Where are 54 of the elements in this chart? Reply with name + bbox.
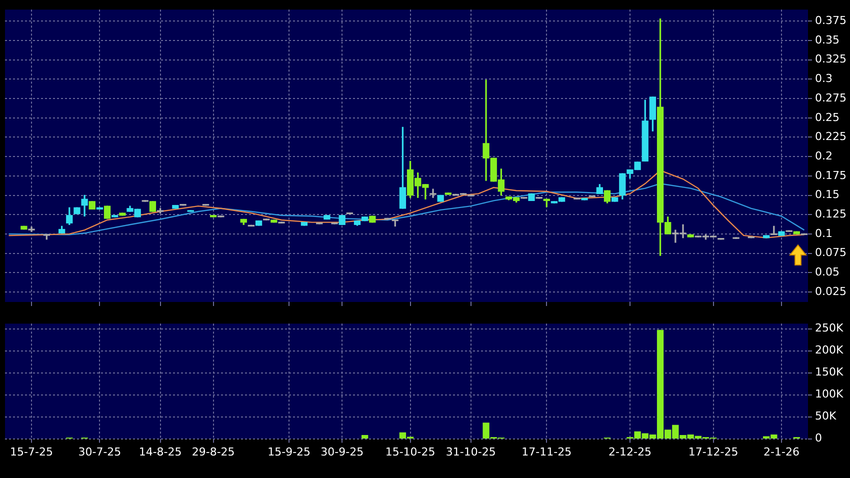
- candlestick: [172, 204, 179, 209]
- y-tick-label: 0.35: [815, 33, 840, 46]
- x-tick-label: 30-9-25: [320, 445, 364, 458]
- x-tick-label: 17-11-25: [522, 445, 572, 458]
- candlestick: [149, 201, 156, 212]
- y-tick-label: 150K: [815, 366, 844, 379]
- x-tick-label: 2-1-26: [764, 445, 800, 458]
- x-tick-label: 14-8-25: [138, 445, 182, 458]
- y-tick-label: 0.325: [815, 52, 846, 66]
- x-tick-label: 17-12-25: [688, 445, 738, 458]
- candlestick: [324, 215, 330, 220]
- candlestick: [338, 215, 346, 225]
- x-tick-label: 30-7-25: [78, 445, 122, 458]
- candlestick: [74, 207, 80, 214]
- candlestick: [430, 188, 436, 198]
- candlestick: [611, 197, 618, 202]
- y-tick-label: 0.15: [815, 188, 840, 202]
- y-tick-label: 0.125: [815, 207, 846, 220]
- y-tick-label: 0.025: [815, 284, 846, 298]
- y-tick-label: 0.2: [815, 149, 832, 162]
- y-tick-label: 0.3: [815, 72, 832, 86]
- y-tick-label: 50K: [815, 410, 837, 423]
- y-tick-label: 0.05: [815, 265, 840, 278]
- bar: [362, 434, 368, 439]
- candlestick: [687, 234, 694, 238]
- y-tick-label: 0.375: [815, 14, 846, 28]
- candlestick: [88, 201, 96, 210]
- candlestick: [793, 231, 800, 234]
- candlestick: [28, 226, 35, 232]
- candlestick: [763, 235, 770, 238]
- y-tick-label: 0: [815, 432, 822, 445]
- y-tick-label: 100K: [815, 388, 844, 401]
- y-tick-label: 0.175: [815, 168, 846, 182]
- candlestick: [104, 206, 111, 219]
- y-tick-label: 0.1: [815, 226, 832, 240]
- y-tick-label: 250K: [815, 322, 844, 335]
- x-tick-label: 15-10-25: [385, 445, 436, 458]
- x-tick-label: 15-9-25: [268, 445, 311, 458]
- y-tick-label: 0.075: [815, 246, 846, 260]
- candlestick: [437, 194, 444, 202]
- candlestick: [156, 208, 164, 214]
- y-tick-label: 0.225: [815, 130, 846, 144]
- x-tick-label: 15-7-25: [10, 445, 53, 458]
- candlestick: [270, 220, 278, 223]
- candlestick: [20, 226, 28, 230]
- x-tick-label: 31-10-25: [446, 445, 496, 458]
- candlestick: [119, 212, 126, 216]
- y-tick-label: 200K: [815, 344, 844, 357]
- y-tick-label: 0.25: [815, 110, 840, 124]
- y-tick-label: 0.275: [815, 91, 846, 104]
- x-tick-label: 2-12-25: [608, 445, 652, 458]
- candlestick: [778, 231, 785, 236]
- candlestick: [528, 193, 535, 201]
- x-tick-label: 29-8-25: [192, 445, 235, 458]
